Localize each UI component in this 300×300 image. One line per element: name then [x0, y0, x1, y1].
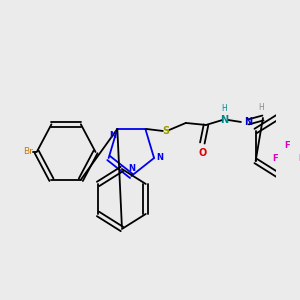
Text: H: H [221, 104, 227, 113]
Text: Br: Br [23, 148, 33, 157]
Text: S: S [162, 126, 169, 136]
Text: F: F [272, 154, 278, 164]
Text: F: F [284, 141, 290, 150]
Text: N: N [244, 117, 252, 127]
Text: N: N [128, 164, 135, 173]
Text: F: F [298, 154, 300, 164]
Text: N: N [156, 152, 163, 161]
Text: N: N [110, 131, 116, 140]
Text: H: H [258, 103, 264, 112]
Text: N: N [220, 115, 228, 125]
Text: O: O [198, 148, 206, 158]
